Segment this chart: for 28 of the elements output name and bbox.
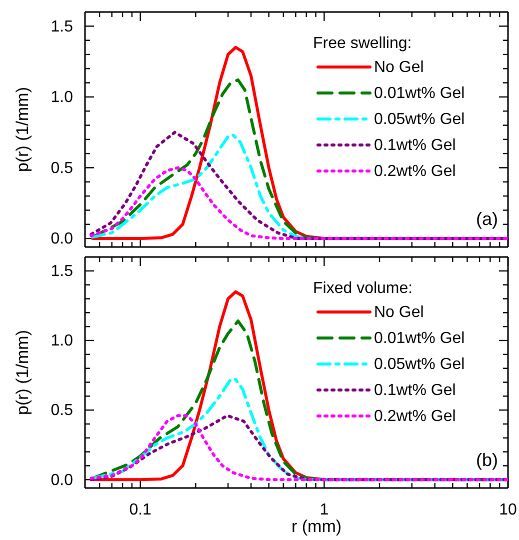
legend-label: 0.01wt% Gel (374, 85, 465, 102)
y-axis-title: p(r) (1/mm) (13, 87, 32, 172)
legend-label: 0.1wt% Gel (374, 137, 456, 154)
legend-label: 0.01wt% Gel (374, 330, 465, 347)
legend-label: No Gel (374, 304, 424, 321)
y-tick-label: 1.0 (50, 89, 74, 106)
legend-label: 0.05wt% Gel (374, 111, 465, 128)
y-axis-title: p(r) (1/mm) (13, 330, 32, 415)
y-tick-label: 0.0 (50, 230, 74, 248)
legend-label: 0.2wt% Gel (374, 163, 456, 180)
y-tick-label: 0.5 (50, 160, 74, 177)
annotation: (a) (476, 209, 498, 229)
annotation: (b) (476, 450, 498, 470)
legend-title: Fixed volume: (313, 280, 413, 297)
legend-label: No Gel (374, 59, 424, 76)
x-tick-label: 10 (499, 501, 517, 518)
y-tick-label: 1.0 (50, 332, 74, 350)
y-tick-label: 1.5 (50, 18, 74, 36)
legend-label: 0.05wt% Gel (374, 356, 465, 373)
x-axis-title: r (mm) (291, 517, 342, 536)
y-tick-label: 1.5 (50, 263, 74, 280)
legend-label: 0.2wt% Gel (374, 408, 456, 425)
y-tick-label: 0.0 (50, 472, 74, 489)
legend-label: 0.1wt% Gel (374, 382, 456, 399)
x-tick-label: 1 (320, 501, 329, 518)
x-tick-label: 0.1 (129, 501, 152, 518)
legend-title: Free swelling: (313, 35, 412, 52)
y-tick-label: 0.5 (50, 402, 74, 420)
